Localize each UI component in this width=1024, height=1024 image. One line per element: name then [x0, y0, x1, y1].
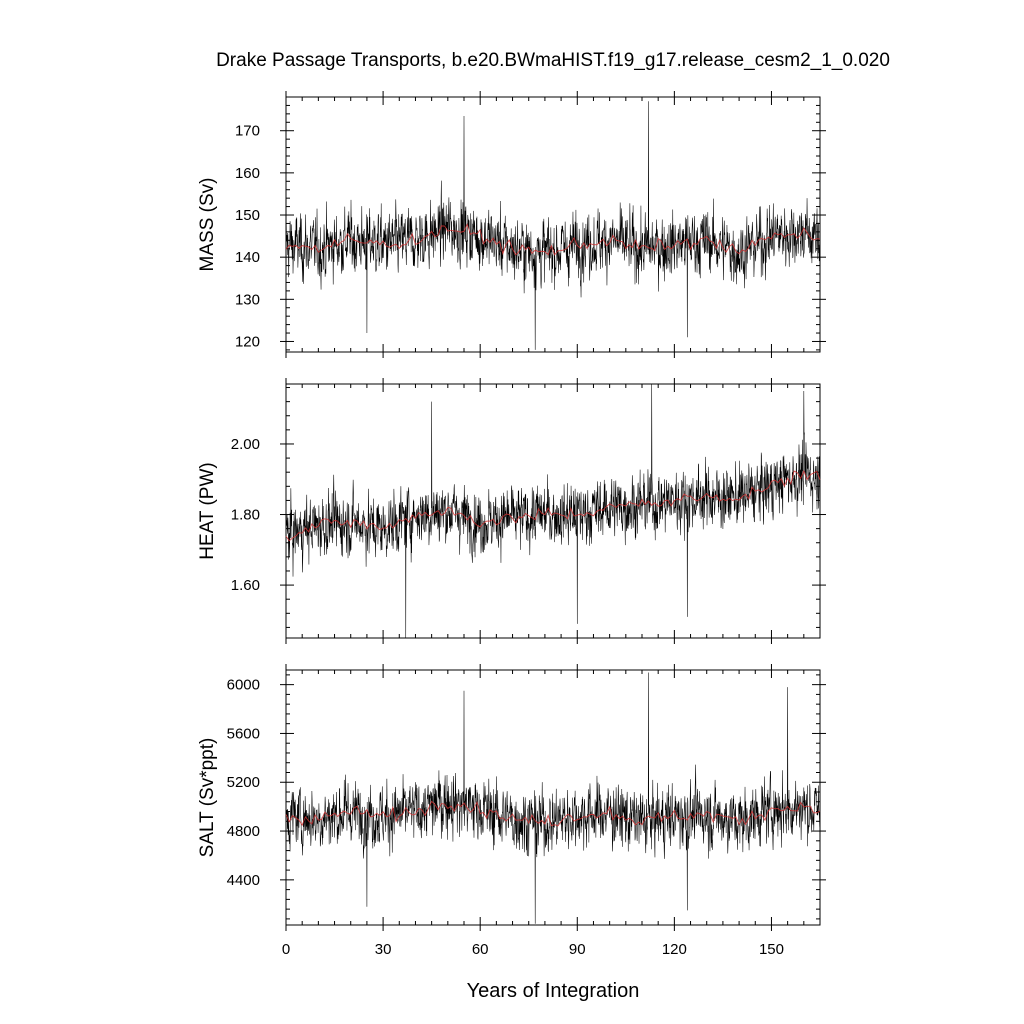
series-monthly-mass [285, 101, 821, 350]
y-tick-label: 1.80 [231, 507, 260, 524]
y-tick-label: 6000 [227, 677, 260, 694]
panel-heat: 1.60 1.80 2.00 HEAT (PW) [197, 378, 826, 644]
x-tick-label: 150 [759, 941, 784, 958]
x-axis-title: Years of Integration [467, 980, 640, 1002]
y-tick-label: 4800 [227, 823, 260, 840]
x-tick-label: 120 [662, 941, 687, 958]
series-monthly-salt [285, 672, 821, 924]
panel-mass: 120 130 140 150 160 170 MASS (Sv) [197, 91, 826, 358]
panel-salt: 4400 4800 5200 5600 6000 SALT (Sv*ppt) 0 30 60 90… [197, 664, 826, 958]
y-tick-label: 5200 [227, 774, 260, 791]
series-annual-salt [285, 800, 821, 827]
y-tick-label: 120 [235, 333, 260, 350]
y-axis-title: MASS (Sv) [197, 178, 218, 272]
y-tick-label: 170 [235, 123, 260, 140]
chart-title: Drake Passage Transports, b.e20.BWmaHIST… [216, 50, 890, 71]
panel-frame [285, 669, 821, 926]
panel-frame [285, 383, 821, 639]
series-annual-mass [285, 223, 821, 256]
series-monthly-heat [285, 383, 821, 639]
y-axis-title: HEAT (PW) [197, 462, 218, 559]
x-tick-label: 30 [375, 941, 392, 958]
panels: 120 130 140 150 160 170 MASS (Sv) 1.60 1.80 2.00 H… [197, 91, 826, 958]
y-tick-label: 130 [235, 291, 260, 308]
x-tick-label: 0 [282, 941, 290, 958]
x-tick-label: 90 [569, 941, 586, 958]
y-tick-label: 150 [235, 207, 260, 224]
y-tick-label: 2.00 [231, 436, 260, 453]
x-tick-label: 60 [472, 941, 489, 958]
y-axis-title: SALT (Sv*ppt) [197, 738, 218, 858]
y-tick-label: 160 [235, 165, 260, 182]
y-tick-label: 4400 [227, 872, 260, 889]
y-tick-label: 1.60 [231, 577, 260, 594]
series-annual-heat [285, 469, 821, 542]
y-tick-label: 5600 [227, 725, 260, 742]
y-tick-label: 140 [235, 249, 260, 266]
panel-frame [285, 96, 821, 353]
